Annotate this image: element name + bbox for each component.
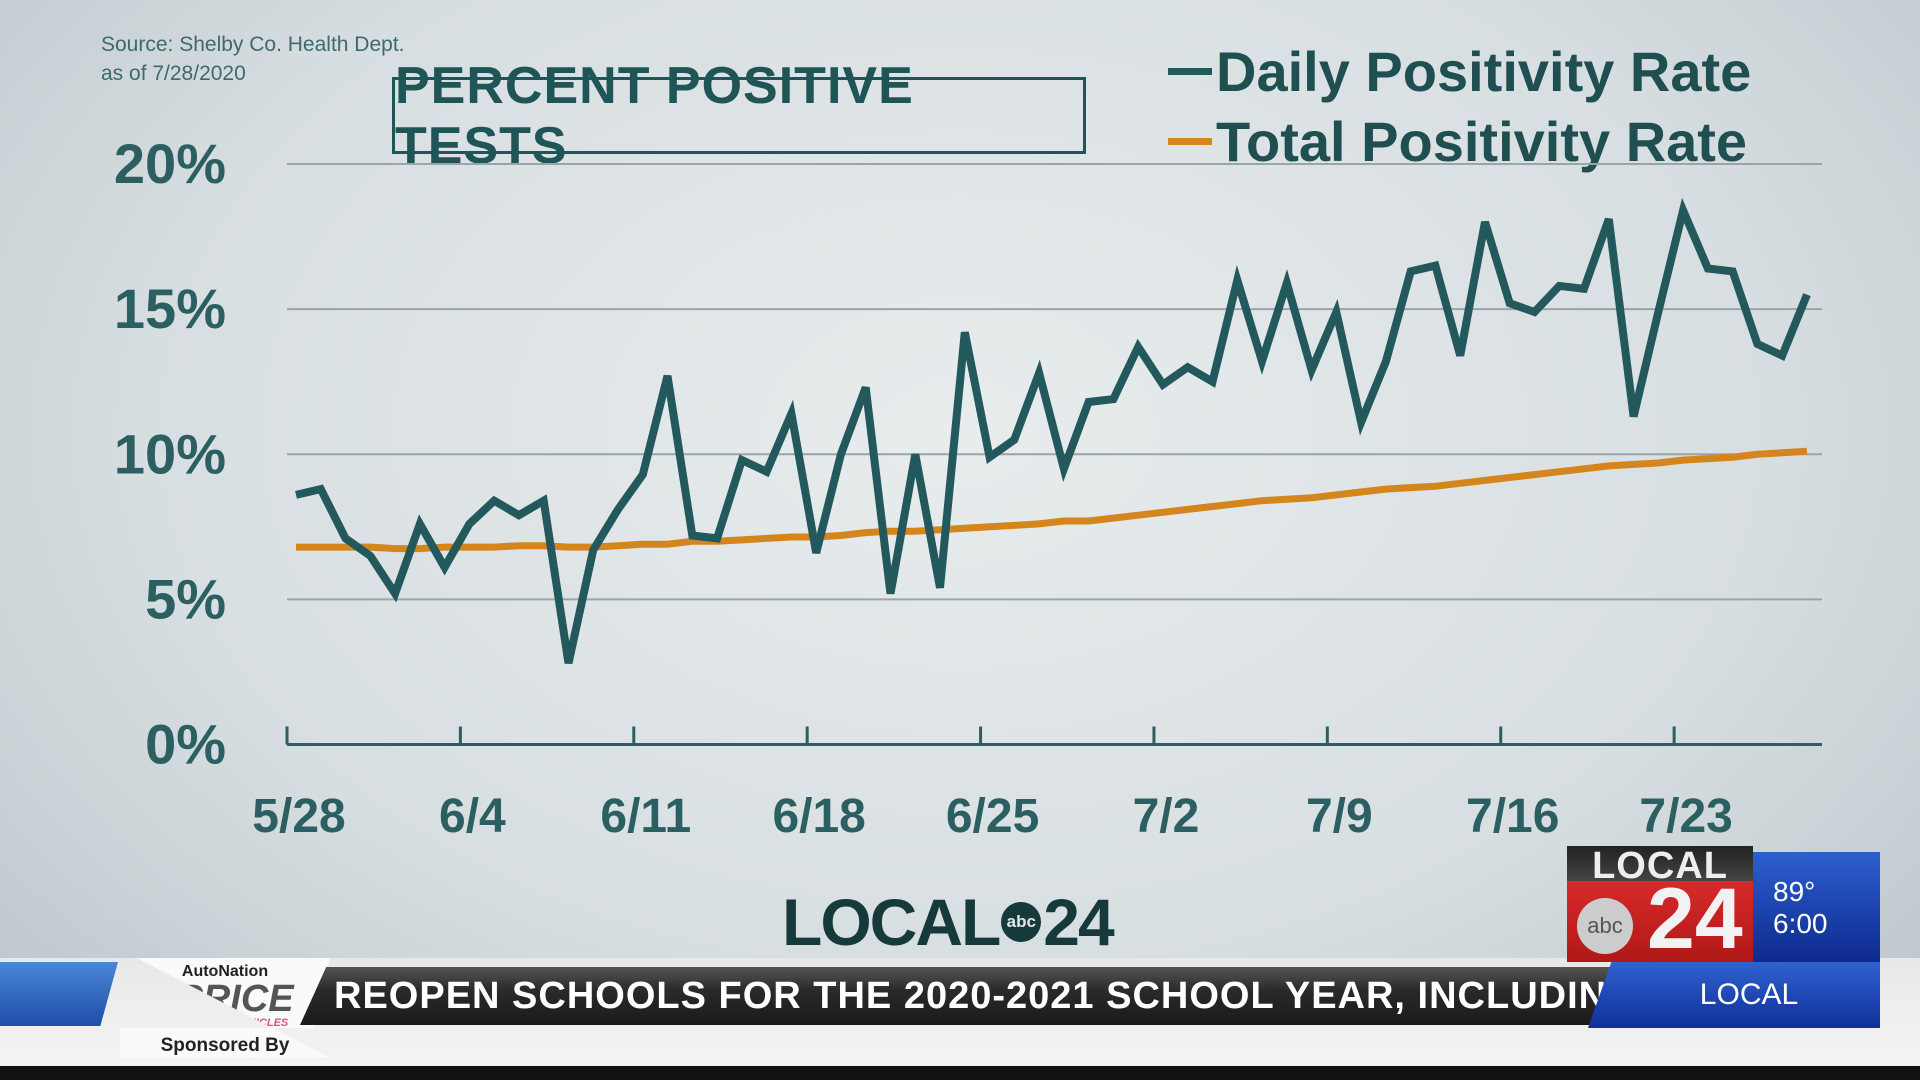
- y-tick-label: 20%: [114, 132, 226, 195]
- bug-logo-number: 24: [1647, 871, 1743, 967]
- chart-legend: Daily Positivity Rate Total Positivity R…: [1168, 36, 1751, 176]
- x-tick-label: 7/23: [1639, 790, 1732, 843]
- clock-time: 6:00: [1773, 908, 1828, 939]
- x-tick-label: 7/16: [1466, 790, 1559, 843]
- sponsored-by: Sponsored By: [160, 1035, 290, 1056]
- series-line-daily-positivity-rate: [295, 197, 1811, 665]
- y-tick-label: 15%: [114, 277, 226, 340]
- x-tick-label: 7/9: [1306, 790, 1373, 843]
- legend-item-total: Total Positivity Rate: [1168, 106, 1751, 176]
- y-tick-label: 5%: [145, 567, 226, 630]
- abc-logo-icon: abc: [1577, 898, 1633, 954]
- source-line: Source: Shelby Co. Health Dept.: [101, 33, 405, 56]
- series-line-total-positivity-rate: [296, 447, 1808, 553]
- bottom-border: [0, 1066, 1920, 1080]
- weather-time-box: 89° 6:00: [1753, 852, 1880, 962]
- y-tick-label: 10%: [114, 422, 226, 485]
- x-tick-label: 6/25: [946, 790, 1039, 843]
- x-tick-label: 6/4: [439, 790, 506, 843]
- legend-item-daily: Daily Positivity Rate: [1168, 36, 1751, 106]
- x-tick-label: 5/28: [252, 790, 345, 843]
- x-tick-label: 6/18: [772, 790, 865, 843]
- ticker-tag: LOCAL: [1588, 962, 1880, 1028]
- y-tick-label: 0%: [145, 713, 226, 776]
- bug-logo-text: LOCAL: [1592, 845, 1728, 887]
- sponsor-brand: AutoNation: [181, 963, 269, 980]
- legend-swatch-daily: [1168, 67, 1212, 75]
- temperature: 89°: [1773, 876, 1816, 907]
- ticker-left-accent: [0, 962, 118, 1026]
- x-tick-label: 6/11: [600, 790, 691, 843]
- station-logo: LOCAL abc 24: [782, 885, 1115, 959]
- line-chart: 0% 5% 10% 15% 20% 5/28 6/4 6/11 6/18 6/25 7/2 7/9 7/…: [114, 132, 1822, 843]
- legend-label: Daily Positivity Rate: [1216, 39, 1752, 103]
- x-tick-label: 7/2: [1133, 790, 1200, 843]
- as-of-date: as of 7/28/2020: [101, 62, 246, 85]
- news-ticker: REOPEN SCHOOLS FOR THE 2020-2021 SCHOOL …: [300, 967, 1610, 1025]
- source-note: Source: Shelby Co. Health Dept. as of 7/…: [101, 30, 405, 88]
- legend-swatch-total: [1168, 137, 1212, 145]
- bug-logo: LOCAL abc 24: [1567, 846, 1753, 962]
- legend-label: Total Positivity Rate: [1216, 109, 1748, 173]
